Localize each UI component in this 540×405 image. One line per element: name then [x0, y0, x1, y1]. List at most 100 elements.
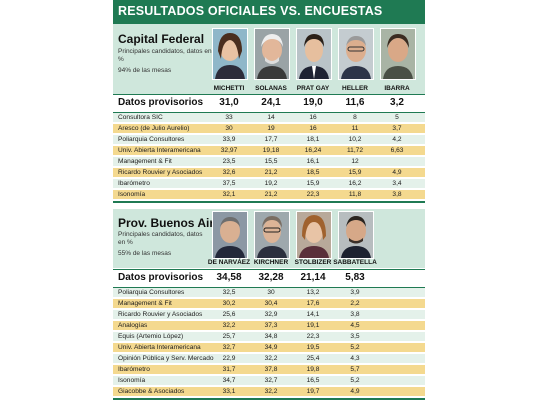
poll-value: 31,7	[222, 365, 236, 373]
poll-row: Management & Fit 23,5 15,5 16,1 12	[113, 157, 425, 166]
poll-value: 11,8	[348, 190, 362, 198]
pollster-name: Ricardo Rouvier y Asociados	[118, 168, 203, 176]
ba-note: 55% de las mesas	[118, 250, 172, 257]
pollster-name: Equis (Artemio López)	[118, 332, 184, 340]
poll-value: 17,7	[264, 135, 278, 143]
poll-row: Isonomía 34,7 32,7 16,5 5,2	[113, 376, 425, 385]
poll-value: 34,9	[264, 343, 278, 351]
poll-row: Opinión Pública y Serv. Mercado 22,9 32,2 2…	[113, 354, 425, 363]
poll-value: 22,9	[222, 354, 236, 362]
pollster-name: Ricardo Rouvier y Asociados	[118, 310, 203, 318]
poll-value: 18,5	[306, 168, 320, 176]
poll-value: 5	[395, 113, 399, 121]
poll-value: 33,1	[222, 387, 236, 395]
pollster-name: Aresco (de Julio Aurelio)	[118, 124, 190, 132]
capital-subtitle: Principales candidatos, datos en %	[118, 48, 212, 63]
provisional-value: 21,14	[300, 272, 326, 283]
poll-value: 19,18	[262, 146, 280, 154]
provisional-value: 11,6	[345, 97, 365, 108]
poll-value: 4,2	[392, 135, 402, 143]
poll-value: 8	[353, 113, 357, 121]
poll-value: 32,2	[222, 321, 236, 329]
provisional-label: Datos provisorios	[118, 272, 204, 283]
poll-row: Univ. Abierta Interamericana 32,97 19,18 16…	[113, 146, 425, 155]
poll-row: Management & Fit 30,2 30,4 17,6 2,2	[113, 299, 425, 308]
ba-title: Prov. Buenos Aires	[118, 216, 228, 230]
poll-value: 22,3	[306, 332, 320, 340]
ba-header: Prov. Buenos Aires Principales candidato…	[113, 209, 425, 268]
poll-row: Analogías 32,2 37,3 19,1 4,5	[113, 321, 425, 330]
provisional-value: 19,0	[303, 97, 323, 108]
poll-value: 10,2	[348, 135, 362, 143]
provisional-value: 32,28	[258, 272, 284, 283]
provisional-value: 5,83	[345, 272, 365, 283]
capital-header: Capital Federal Principales candidatos, …	[113, 24, 425, 94]
poll-value: 16,5	[306, 376, 320, 384]
poll-value: 4,9	[392, 168, 402, 176]
poll-value: 4,9	[350, 387, 360, 395]
pollster-name: Analogías	[118, 321, 148, 329]
candidate-name: STOLBIZER	[294, 259, 332, 266]
poll-value: 17,6	[306, 299, 320, 307]
candidate-name: IBARRA	[384, 85, 410, 92]
poll-row: Aresco (de Julio Aurelio) 30 19 16 11 3,7	[113, 124, 425, 133]
provisional-value: 34,58	[216, 272, 242, 283]
poll-value: 37,8	[264, 365, 278, 373]
poll-row: Poliarquia Consultores 33,9 17,7 18,1 10,2 4,…	[113, 135, 425, 144]
poll-value: 19	[267, 124, 275, 132]
poll-row: Poliarquia Consultores 32,5 30 13,2 3,9	[113, 288, 425, 297]
poll-value: 4,5	[350, 321, 360, 329]
poll-value: 19,7	[306, 387, 320, 395]
poll-value: 25,4	[306, 354, 320, 362]
poll-value: 14	[267, 113, 275, 121]
heller-photo	[338, 28, 374, 80]
poll-value: 16,1	[306, 157, 320, 165]
poll-value: 21,2	[264, 190, 278, 198]
candidate-name: SOLANAS	[255, 85, 287, 92]
poll-value: 16,24	[304, 146, 322, 154]
poll-value: 3,5	[350, 332, 360, 340]
poll-value: 32,7	[264, 376, 278, 384]
poll-value: 19,1	[306, 321, 320, 329]
provisional-value: 24,1	[261, 97, 281, 108]
poll-value: 5,2	[350, 343, 360, 351]
capital-provisional-row: Datos provisorios 31,0 24,1 19,0 11,6 3,…	[113, 94, 425, 113]
pollster-name: Opinión Pública y Serv. Mercado	[118, 354, 214, 362]
solanas-photo	[254, 28, 290, 80]
poll-value: 32,2	[264, 354, 278, 362]
stolbizer-photo	[296, 211, 332, 259]
poll-row: Consultora SIC 33 14 16 8 5	[113, 113, 425, 122]
poll-value: 30	[267, 288, 275, 296]
poll-value: 6,63	[390, 146, 404, 154]
poll-value: 32,6	[222, 168, 236, 176]
poll-value: 5,2	[350, 376, 360, 384]
poll-value: 11,72	[346, 146, 364, 154]
pollster-name: Isonomía	[118, 190, 146, 198]
sabbatella-photo	[338, 211, 374, 259]
pollster-name: Isonomía	[118, 376, 146, 384]
poll-value: 30,2	[222, 299, 236, 307]
capital-note: 94% de las mesas	[118, 67, 172, 74]
kirchner-photo	[254, 211, 290, 259]
poll-value: 4,3	[350, 354, 360, 362]
pollster-name: Consultora SIC	[118, 113, 163, 121]
poll-value: 23,5	[222, 157, 236, 165]
poll-value: 5,7	[350, 365, 360, 373]
poll-value: 11	[351, 124, 359, 132]
results-table: RESULTADOS OFICIALES VS. ENCUESTAS Capit…	[113, 0, 425, 405]
poll-value: 15,9	[348, 168, 362, 176]
title-bar: RESULTADOS OFICIALES VS. ENCUESTAS	[113, 0, 425, 24]
candidate-name: PRAT GAY	[296, 85, 330, 92]
page-title: RESULTADOS OFICIALES VS. ENCUESTAS	[118, 4, 383, 18]
poll-value: 25,7	[222, 332, 236, 340]
poll-value: 12	[351, 157, 359, 165]
section-divider	[113, 398, 425, 400]
poll-value: 32,9	[264, 310, 278, 318]
poll-value: 34,7	[222, 376, 236, 384]
pollster-name: Univ. Abierta Interamericana	[118, 343, 201, 351]
poll-value: 37,3	[264, 321, 278, 329]
poll-value: 3,4	[392, 179, 402, 187]
poll-row: Isonomía 32,1 21,2 22,3 11,8 3,8	[113, 190, 425, 199]
poll-value: 34,8	[264, 332, 278, 340]
poll-value: 32,1	[222, 190, 236, 198]
